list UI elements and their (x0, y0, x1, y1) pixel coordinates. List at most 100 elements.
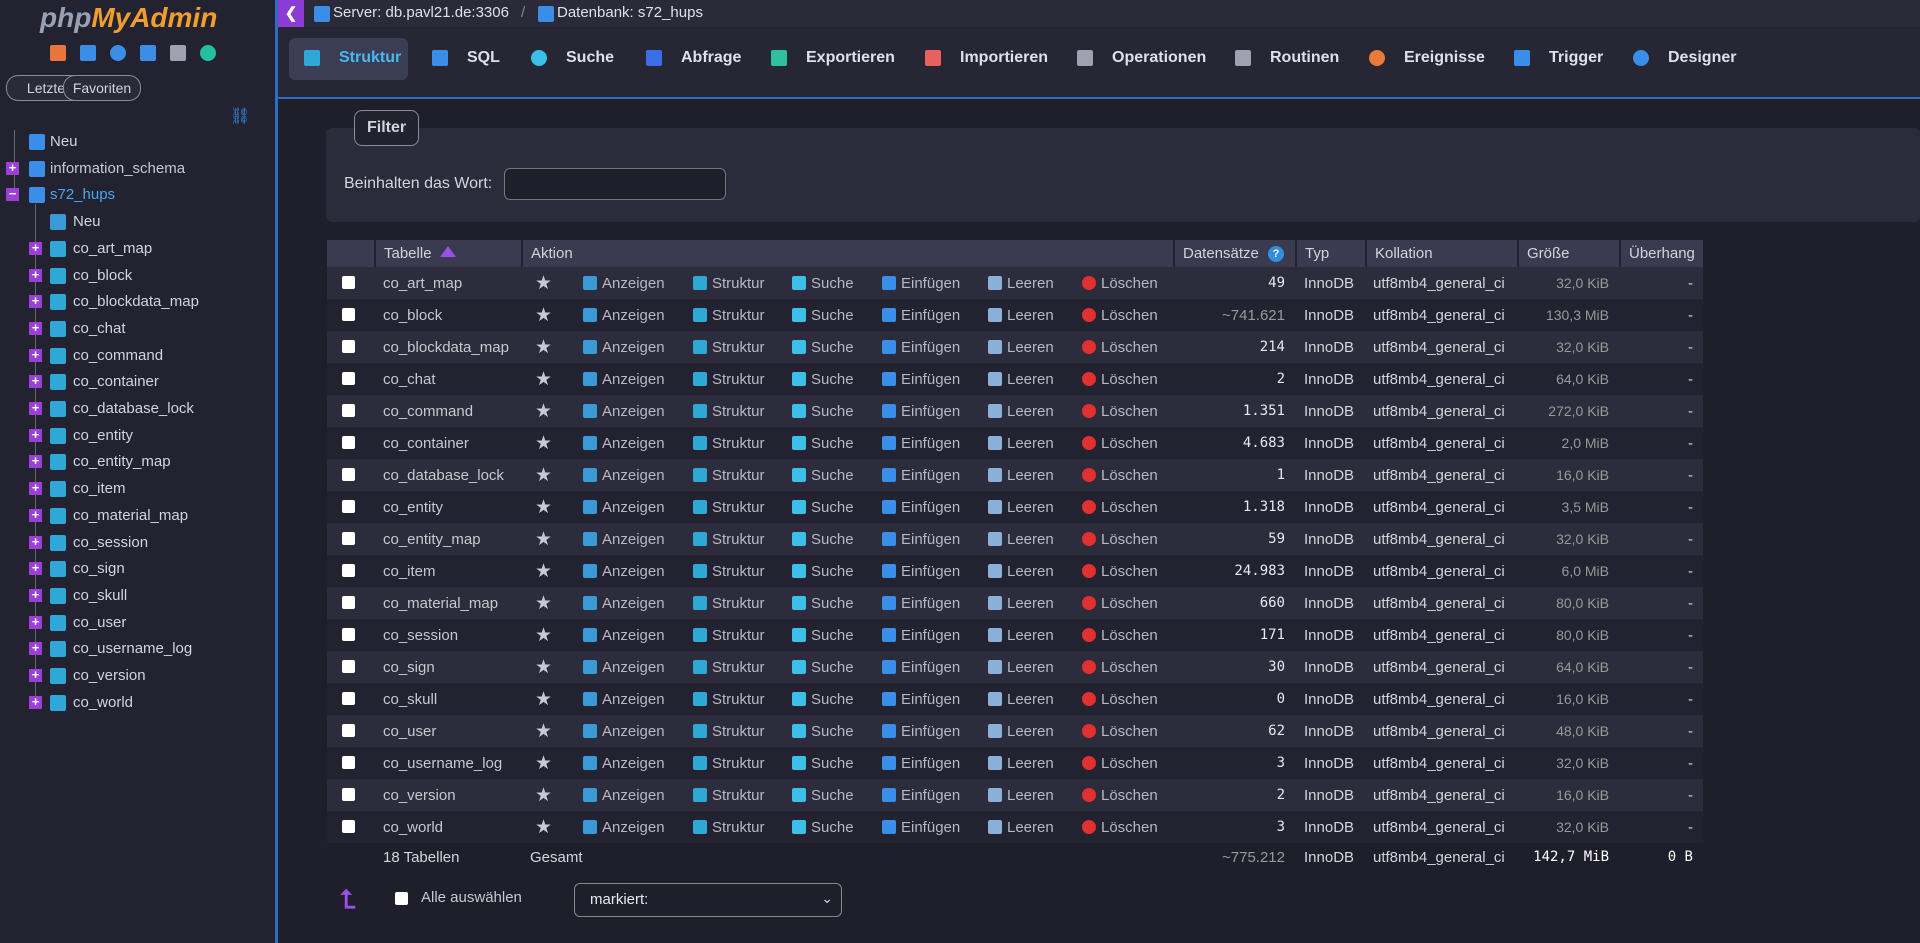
table-link[interactable]: co_version (73, 667, 146, 684)
action-link[interactable]: Einfügen (901, 371, 961, 388)
favorite-star[interactable]: ★ (535, 529, 553, 550)
action-link[interactable]: Löschen (1101, 339, 1158, 356)
action-link[interactable]: Struktur (712, 339, 765, 356)
row-checkbox[interactable] (342, 500, 355, 513)
icon[interactable] (200, 45, 216, 61)
action-link[interactable]: Löschen (1101, 595, 1158, 612)
action-link[interactable]: Anzeigen (602, 723, 665, 740)
tab[interactable]: Suche (566, 49, 615, 66)
action-link[interactable]: Leeren (1007, 755, 1054, 772)
filter-input[interactable] (504, 168, 726, 200)
row-checkbox[interactable] (342, 340, 355, 353)
action-link[interactable]: Suche (811, 339, 854, 356)
action-link[interactable]: Löschen (1101, 691, 1158, 708)
action-link[interactable]: Struktur (712, 659, 765, 676)
column-header[interactable]: Größe (1517, 240, 1619, 267)
action-link[interactable]: Einfügen (901, 563, 961, 580)
table-name[interactable]: co_command (383, 403, 474, 420)
action-link[interactable]: Einfügen (901, 723, 961, 740)
action-link[interactable]: Leeren (1007, 371, 1054, 388)
expand-toggle[interactable]: + (29, 321, 42, 335)
action-link[interactable]: Einfügen (901, 787, 961, 804)
action-link[interactable]: Suche (811, 435, 854, 452)
row-checkbox[interactable] (342, 404, 355, 417)
action-link[interactable]: Leeren (1007, 435, 1054, 452)
table-name[interactable]: co_entity_map (383, 531, 481, 548)
expand-toggle[interactable]: + (6, 161, 19, 175)
action-link[interactable]: Suche (811, 659, 854, 676)
row-checkbox[interactable] (342, 628, 355, 641)
table-link[interactable]: co_session (73, 533, 149, 551)
action-link[interactable]: Leeren (1007, 691, 1054, 708)
table-link[interactable]: co_block (73, 266, 133, 284)
table-name[interactable]: co_session (383, 627, 459, 644)
tree-new[interactable]: Neu (50, 133, 78, 150)
expand-toggle[interactable]: + (29, 241, 42, 255)
action-link[interactable]: Struktur (712, 691, 765, 708)
action-link[interactable]: Leeren (1007, 819, 1054, 836)
action-link[interactable]: Struktur (712, 499, 765, 516)
database-link[interactable]: s72_hups (50, 186, 116, 204)
action-link[interactable]: Anzeigen (602, 563, 665, 580)
action-link[interactable]: Anzeigen (602, 339, 665, 356)
favorite-star[interactable]: ★ (535, 689, 553, 710)
action-link[interactable]: Suche (811, 563, 854, 580)
row-checkbox[interactable] (342, 756, 355, 769)
action-link[interactable]: Einfügen (901, 307, 961, 324)
row-checkbox[interactable] (342, 372, 355, 385)
server-link[interactable]: Server: db.pavl21.de:3306 (333, 4, 509, 21)
action-link[interactable]: Einfügen (901, 339, 961, 356)
expand-toggle[interactable]: + (29, 588, 42, 602)
favorite-star[interactable]: ★ (535, 753, 553, 774)
row-checkbox[interactable] (342, 596, 355, 609)
action-link[interactable]: Löschen (1101, 627, 1158, 644)
action-link[interactable]: Struktur (712, 307, 765, 324)
tab[interactable]: Routinen (1270, 49, 1340, 66)
action-link[interactable]: Anzeigen (602, 371, 665, 388)
action-link[interactable]: Struktur (712, 531, 765, 548)
action-link[interactable]: Anzeigen (602, 627, 665, 644)
row-checkbox[interactable] (342, 564, 355, 577)
table-link[interactable]: co_username_log (73, 640, 193, 658)
action-link[interactable]: Anzeigen (602, 275, 665, 292)
table-name[interactable]: co_blockdata_map (383, 339, 509, 356)
action-link[interactable]: Anzeigen (602, 531, 665, 548)
table-name[interactable]: co_world (383, 819, 444, 836)
action-link[interactable]: Einfügen (901, 403, 961, 420)
column-header[interactable]: Kollation (1365, 240, 1517, 267)
action-link[interactable]: Anzeigen (602, 819, 665, 836)
favorite-star[interactable]: ★ (535, 497, 553, 518)
column-header[interactable]: Datensätze (1173, 240, 1295, 267)
action-link[interactable]: Anzeigen (602, 499, 665, 516)
action-link[interactable]: Löschen (1101, 275, 1158, 292)
table-name[interactable]: co_block (383, 307, 443, 324)
table-link[interactable]: co_chat (73, 319, 126, 337)
action-link[interactable]: Anzeigen (602, 691, 665, 708)
favorite-star[interactable]: ★ (535, 625, 553, 646)
favorite-star[interactable]: ★ (535, 785, 553, 806)
table-link[interactable]: co_item (73, 480, 126, 498)
row-checkbox[interactable] (342, 468, 355, 481)
table-link[interactable]: co_skull (73, 586, 128, 604)
tab[interactable]: Exportieren (806, 49, 895, 66)
expand-toggle[interactable]: + (29, 641, 42, 656)
action-link[interactable]: Suche (811, 627, 854, 644)
link-icon[interactable]: ⛓ (230, 108, 251, 125)
icon[interactable] (110, 45, 126, 61)
action-link[interactable]: Löschen (1101, 723, 1158, 740)
action-link[interactable]: Löschen (1101, 755, 1158, 772)
action-link[interactable]: Struktur (712, 787, 765, 804)
table-link[interactable]: co_art_map (73, 239, 153, 257)
action-link[interactable]: Einfügen (901, 691, 961, 708)
row-checkbox[interactable] (342, 724, 355, 737)
action-link[interactable]: Leeren (1007, 275, 1054, 292)
action-link[interactable]: Löschen (1101, 435, 1158, 452)
action-link[interactable]: Einfügen (901, 531, 961, 548)
table-link[interactable]: co_sign (73, 560, 125, 578)
favorite-star[interactable]: ★ (535, 369, 553, 390)
action-link[interactable]: Struktur (712, 755, 765, 772)
favorite-star[interactable]: ★ (535, 337, 553, 358)
table-name[interactable]: co_user (383, 723, 437, 740)
action-link[interactable]: Anzeigen (602, 403, 665, 420)
table-link[interactable]: co_entity (73, 426, 134, 444)
